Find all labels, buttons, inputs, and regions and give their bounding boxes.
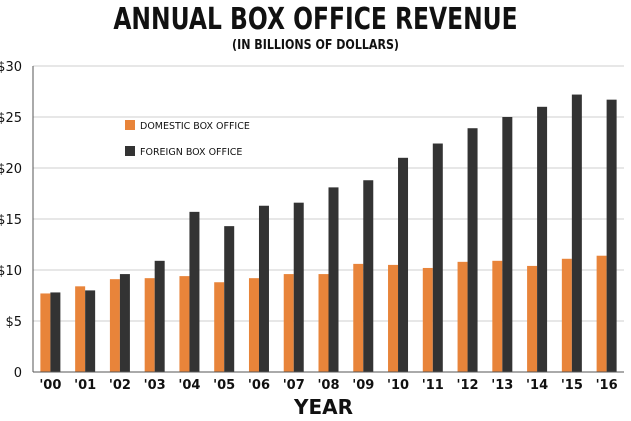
bar-foreign bbox=[224, 226, 235, 372]
bar-domestic bbox=[596, 255, 607, 372]
x-axis-label: YEAR bbox=[293, 395, 353, 419]
bar-domestic bbox=[561, 258, 572, 372]
x-axis-ticks: '00 '01 '02 '03 '04 '05 '06 '07 '08 '09 '10 '11 '12 '… bbox=[39, 378, 617, 393]
bar-foreign bbox=[328, 187, 339, 372]
bar-foreign bbox=[189, 211, 200, 372]
bar-foreign bbox=[537, 106, 548, 373]
chart-subtitle: (IN BILLIONS OF DOLLARS) bbox=[232, 38, 399, 53]
x-tick-label: '08 bbox=[317, 378, 339, 393]
bar-foreign bbox=[432, 143, 443, 372]
bar-domestic bbox=[422, 267, 433, 372]
bar-domestic bbox=[353, 263, 364, 372]
bar-domestic bbox=[527, 265, 538, 372]
x-tick-label: '12 bbox=[457, 378, 479, 393]
x-tick-label: '01 bbox=[74, 378, 96, 393]
x-tick-label: '15 bbox=[561, 378, 583, 393]
bar-foreign bbox=[502, 117, 513, 372]
bar-domestic bbox=[318, 274, 329, 372]
bar-domestic bbox=[144, 278, 155, 372]
bar-domestic bbox=[40, 293, 51, 372]
x-tick-label: '03 bbox=[144, 378, 166, 393]
legend-swatch bbox=[125, 120, 135, 130]
x-tick-label: '02 bbox=[109, 378, 131, 393]
bar-foreign bbox=[119, 274, 130, 372]
x-tick-label: '13 bbox=[491, 378, 513, 393]
bar-foreign bbox=[363, 180, 374, 372]
y-tick-label: $20 bbox=[0, 162, 22, 177]
chart-title: ANNUAL BOX OFFICE REVENUE bbox=[113, 2, 518, 37]
bar-domestic bbox=[457, 261, 468, 372]
x-tick-label: '16 bbox=[596, 378, 618, 393]
x-tick-label: '00 bbox=[39, 378, 61, 393]
bar-foreign bbox=[467, 128, 478, 372]
x-tick-label: '10 bbox=[387, 378, 409, 393]
x-tick-label: '11 bbox=[422, 378, 444, 393]
x-tick-label: '05 bbox=[213, 378, 235, 393]
x-tick-label: '04 bbox=[178, 378, 200, 393]
y-tick-label: $10 bbox=[0, 264, 22, 279]
bar-domestic bbox=[214, 282, 225, 372]
bar-foreign bbox=[258, 205, 269, 372]
x-tick-label: '06 bbox=[248, 378, 270, 393]
y-axis-ticks: 0 $5 $10 $15 $20 $25 $30 bbox=[0, 60, 22, 381]
bar-domestic bbox=[283, 274, 294, 372]
y-tick-label: $5 bbox=[5, 315, 22, 330]
bar-foreign bbox=[571, 94, 582, 372]
x-tick-label: '14 bbox=[526, 378, 548, 393]
bar-foreign bbox=[398, 157, 409, 372]
bar-foreign bbox=[85, 290, 96, 372]
bar-domestic bbox=[75, 286, 86, 372]
bar-domestic bbox=[248, 278, 259, 372]
legend-label: DOMESTIC BOX OFFICE bbox=[140, 121, 250, 132]
y-tick-label: $30 bbox=[0, 60, 22, 75]
x-tick-label: '09 bbox=[352, 378, 374, 393]
legend: DOMESTIC BOX OFFICE FOREIGN BOX OFFICE bbox=[125, 120, 250, 158]
bar-foreign bbox=[50, 292, 61, 372]
y-tick-label: 0 bbox=[14, 366, 22, 381]
bar-domestic bbox=[179, 276, 190, 372]
bar-domestic bbox=[492, 260, 503, 372]
bar-domestic bbox=[109, 279, 120, 372]
y-tick-label: $25 bbox=[0, 111, 22, 126]
legend-label: FOREIGN BOX OFFICE bbox=[140, 147, 242, 158]
bar-foreign bbox=[154, 260, 165, 372]
y-tick-label: $15 bbox=[0, 213, 22, 228]
bar-domestic bbox=[388, 264, 399, 372]
bars bbox=[40, 94, 617, 373]
legend-swatch bbox=[125, 146, 135, 156]
x-tick-label: '07 bbox=[283, 378, 305, 393]
bar-foreign bbox=[293, 202, 304, 372]
bar-foreign bbox=[606, 99, 617, 372]
